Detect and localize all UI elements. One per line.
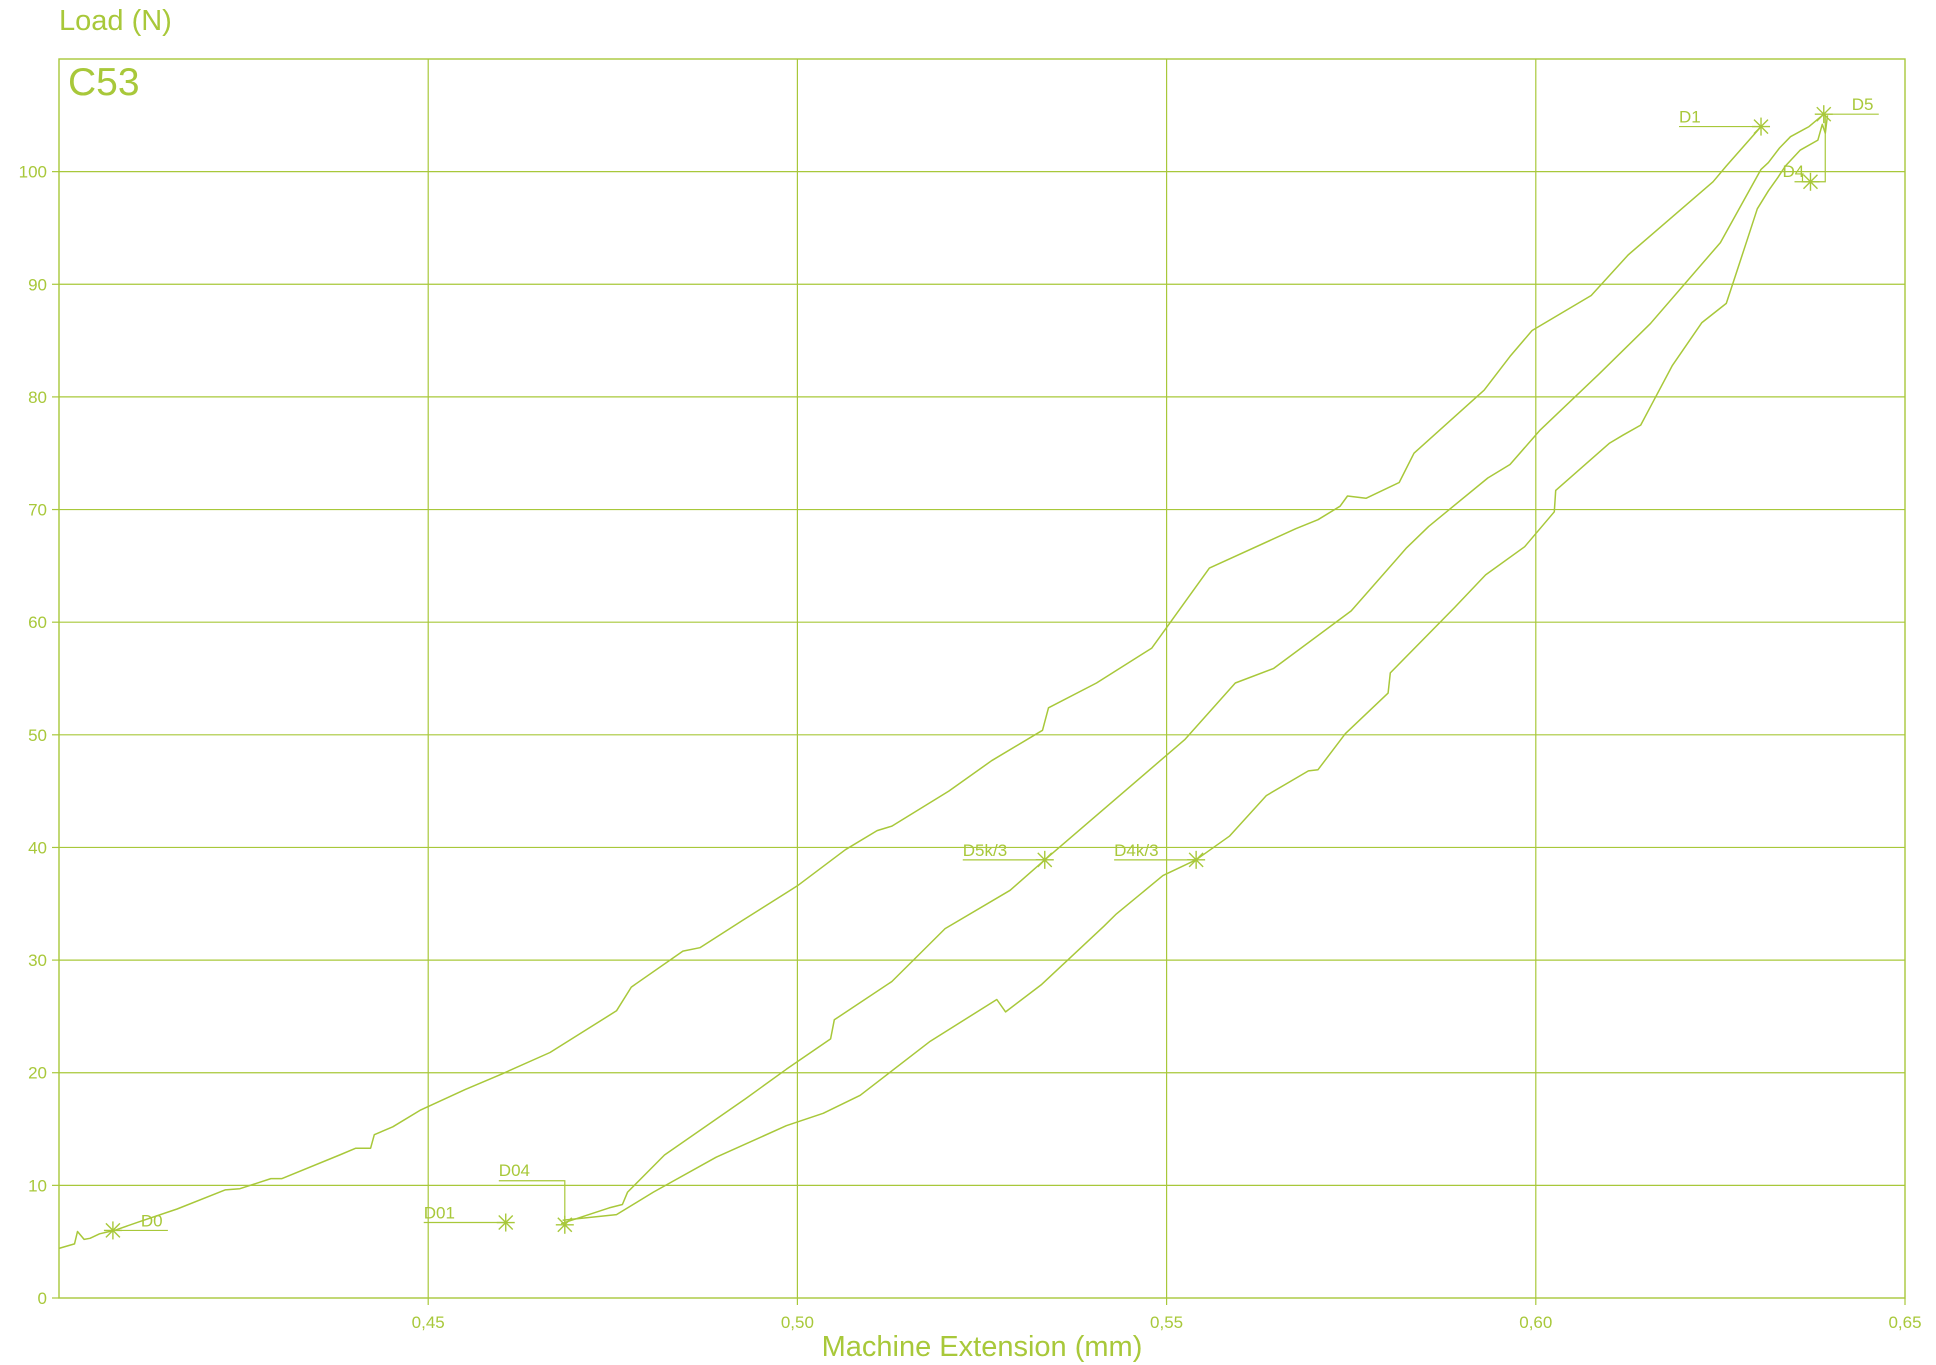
x-tick-label: 0,65 <box>1888 1313 1921 1332</box>
marker-d5k-3: D5k/3 <box>962 841 1054 869</box>
series-line-2 <box>560 113 1825 1225</box>
x-tick-label: 0,60 <box>1519 1313 1552 1332</box>
y-tick-label: 60 <box>28 613 47 632</box>
y-tick-label: 20 <box>28 1064 47 1083</box>
y-tick-label: 90 <box>28 275 47 294</box>
series-line-3 <box>562 115 1829 1222</box>
annotation-layer: D0 D01 D04 D5k/3 D4k/3 D1 D5 D4 <box>103 95 1879 1240</box>
marker-d01: D01 <box>423 1204 515 1232</box>
marker-d4k-3: D4k/3 <box>1114 841 1206 869</box>
marker-d0: D0 <box>103 1211 168 1240</box>
svg-text:D4: D4 <box>1782 162 1804 181</box>
marker-d04: D04 <box>499 1161 574 1234</box>
y-axis-ticks: 0 10 20 30 40 50 60 70 80 90 100 <box>19 163 59 1308</box>
chart-title: C53 <box>68 61 140 104</box>
marker-d5: D5 <box>1814 95 1879 124</box>
y-tick-label: 80 <box>28 388 47 407</box>
svg-text:D5k/3: D5k/3 <box>963 841 1007 860</box>
y-tick-label: 70 <box>28 501 47 520</box>
x-tick-label: 0,55 <box>1150 1313 1183 1332</box>
svg-text:D1: D1 <box>1679 108 1701 127</box>
series-layer <box>58 113 1829 1250</box>
marker-d1: D1 <box>1679 108 1771 136</box>
grid <box>59 59 1905 1298</box>
y-tick-label: 40 <box>28 838 47 857</box>
y-tick-label: 10 <box>28 1176 47 1195</box>
x-axis-label: Machine Extension (mm) <box>822 1331 1143 1363</box>
y-axis-label: Load (N) <box>59 5 172 37</box>
x-axis-ticks: 0,45 0,50 0,55 0,60 0,65 <box>412 1298 1922 1332</box>
svg-text:D5: D5 <box>1852 95 1874 114</box>
marker-d4: D4 <box>1782 114 1826 191</box>
y-tick-label: 50 <box>28 726 47 745</box>
series-line-1 <box>58 126 1762 1250</box>
svg-text:D4k/3: D4k/3 <box>1114 841 1158 860</box>
svg-text:D0: D0 <box>141 1211 163 1230</box>
svg-text:D01: D01 <box>424 1204 455 1223</box>
y-tick-label: 100 <box>19 163 47 182</box>
plot-frame <box>58 58 1906 1299</box>
y-tick-label: 0 <box>38 1289 47 1308</box>
svg-text:D04: D04 <box>499 1161 530 1180</box>
y-tick-label: 30 <box>28 951 47 970</box>
x-tick-label: 0,50 <box>781 1313 814 1332</box>
x-tick-label: 0,45 <box>412 1313 445 1332</box>
